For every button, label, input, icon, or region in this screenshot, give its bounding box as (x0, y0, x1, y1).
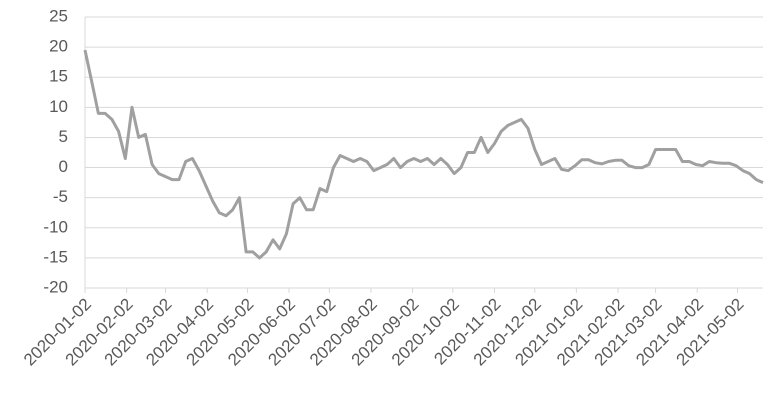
y-tick-label: -5 (53, 187, 68, 206)
y-tick-label: -10 (43, 217, 68, 236)
y-tick-label: 10 (49, 97, 68, 116)
y-tick-label: 0 (59, 157, 68, 176)
y-tick-label: -20 (43, 277, 68, 296)
y-tick-label: -15 (43, 247, 68, 266)
y-tick-label: 15 (49, 67, 68, 86)
data-line (83, 49, 764, 260)
y-tick-label: 20 (49, 37, 68, 56)
y-tick-label: 5 (59, 127, 68, 146)
y-tick-label: 25 (49, 6, 68, 25)
